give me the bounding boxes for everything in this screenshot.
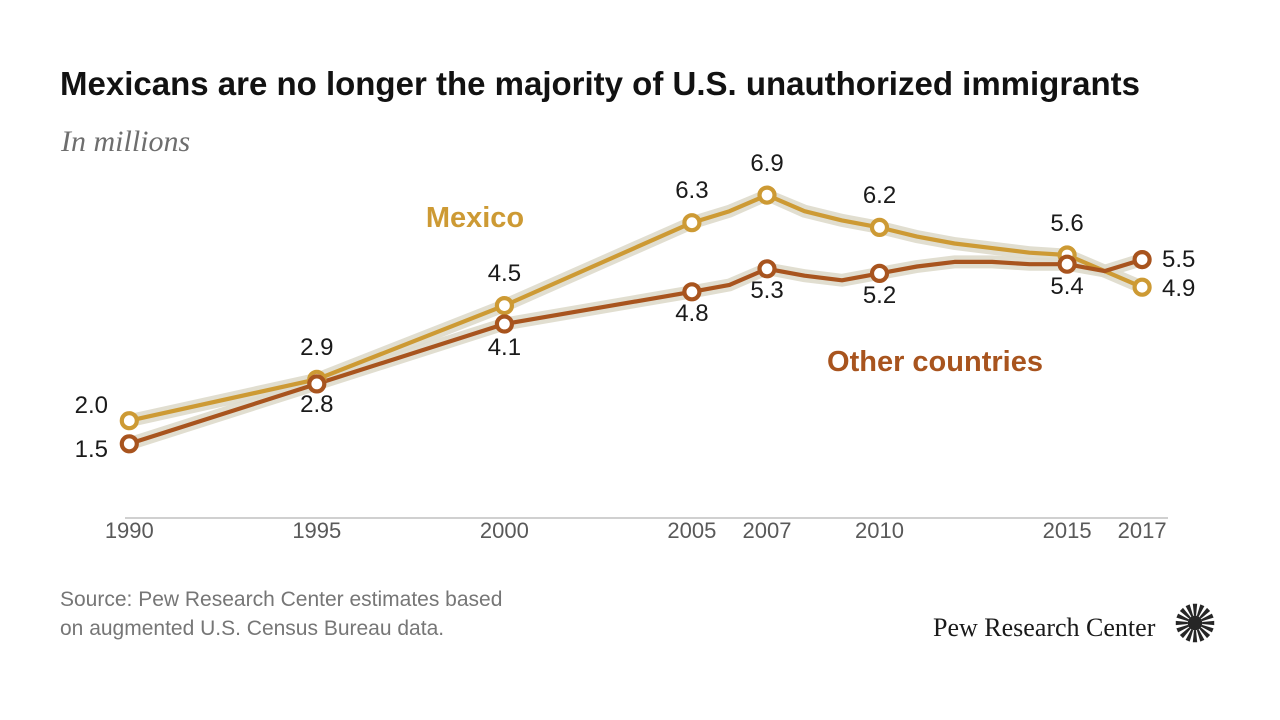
svg-text:5.4: 5.4 — [1050, 273, 1083, 300]
svg-text:Mexico: Mexico — [426, 202, 524, 234]
svg-text:2.0: 2.0 — [75, 392, 108, 419]
svg-text:Other countries: Other countries — [827, 346, 1043, 378]
svg-text:6.2: 6.2 — [863, 182, 896, 209]
svg-text:5.3: 5.3 — [750, 277, 783, 304]
svg-text:1995: 1995 — [292, 518, 341, 543]
svg-text:2017: 2017 — [1118, 518, 1167, 543]
svg-text:2005: 2005 — [667, 518, 716, 543]
svg-text:4.1: 4.1 — [488, 334, 521, 361]
svg-text:6.9: 6.9 — [750, 150, 783, 177]
svg-text:2015: 2015 — [1043, 518, 1092, 543]
svg-text:5.6: 5.6 — [1050, 210, 1083, 237]
svg-text:4.5: 4.5 — [488, 260, 521, 287]
svg-text:4.8: 4.8 — [675, 300, 708, 327]
svg-text:1990: 1990 — [105, 518, 154, 543]
svg-text:2000: 2000 — [480, 518, 529, 543]
svg-text:4.9: 4.9 — [1162, 275, 1195, 302]
svg-text:2.9: 2.9 — [300, 334, 333, 361]
svg-text:5.2: 5.2 — [863, 282, 896, 309]
svg-text:5.5: 5.5 — [1162, 246, 1195, 273]
svg-text:2007: 2007 — [743, 518, 792, 543]
svg-text:1.5: 1.5 — [75, 436, 108, 463]
svg-text:2.8: 2.8 — [300, 391, 333, 418]
svg-text:6.3: 6.3 — [675, 177, 708, 204]
svg-text:2010: 2010 — [855, 518, 904, 543]
